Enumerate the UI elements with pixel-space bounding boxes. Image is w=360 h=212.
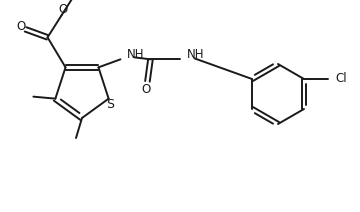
Text: O: O bbox=[58, 3, 67, 16]
Text: NH: NH bbox=[126, 48, 144, 61]
Text: NH: NH bbox=[186, 48, 204, 61]
Text: O: O bbox=[142, 83, 151, 96]
Text: S: S bbox=[105, 98, 114, 111]
Text: Cl: Cl bbox=[335, 73, 347, 85]
Text: O: O bbox=[16, 20, 25, 33]
